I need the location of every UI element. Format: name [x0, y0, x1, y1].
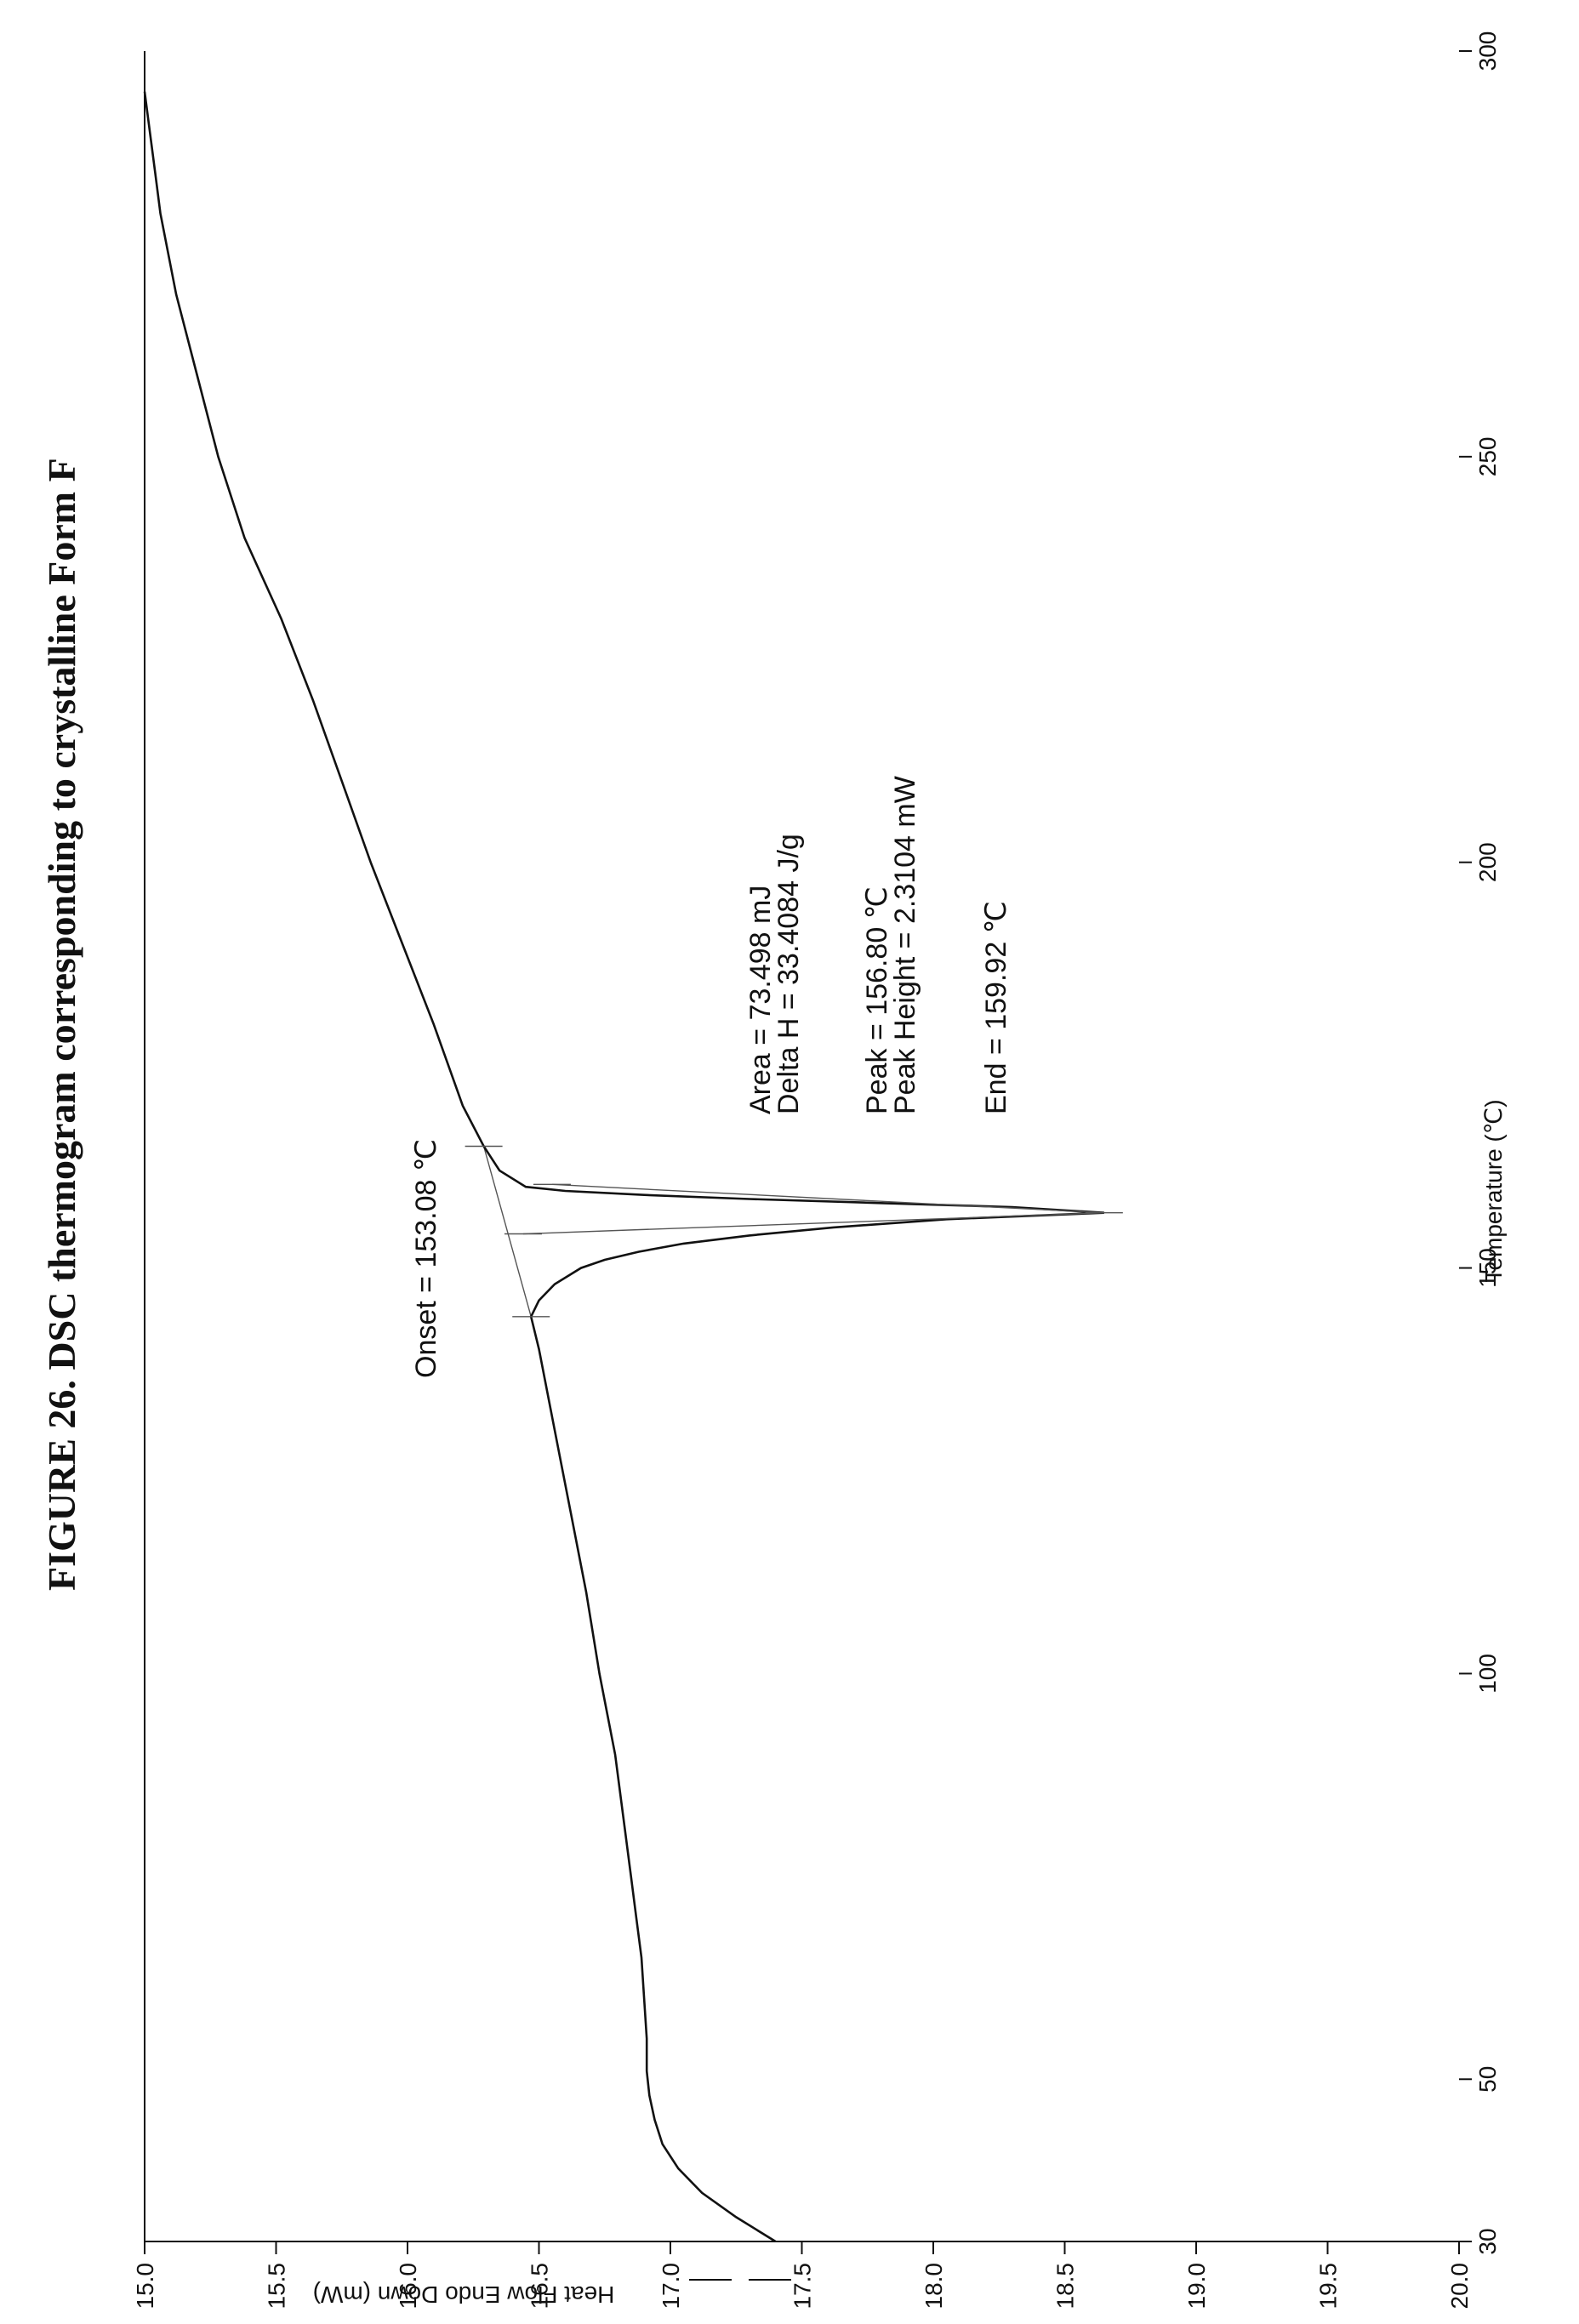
peak-end-line	[552, 1184, 1104, 1212]
baseline-line	[484, 1147, 532, 1317]
x-tick-label: 150	[1474, 1248, 1501, 1288]
x-tick-label: 50	[1474, 2066, 1501, 2093]
y-tick-label: 18.5	[1052, 2263, 1079, 2310]
annotation-end: End = 159.92 ℃	[980, 901, 1012, 1114]
annotation-onset: Onset = 153.08 ℃	[410, 1139, 442, 1378]
y-tick-label: 15.0	[132, 2263, 158, 2310]
y-tick-label: 19.5	[1315, 2263, 1342, 2310]
y-tick-label: 16.5	[527, 2263, 553, 2310]
x-tick-label: 250	[1474, 436, 1501, 476]
y-tick-label: 15.5	[264, 2263, 290, 2310]
y-tick-label: 18.0	[921, 2263, 947, 2310]
peak-height-line	[523, 1213, 1104, 1234]
annotation-delta-h: Delta H = 33.4084 J/g	[772, 834, 805, 1114]
x-tick-label: 30	[1474, 2228, 1501, 2254]
y-tick-label: 19.0	[1183, 2263, 1210, 2310]
x-tick-label: 200	[1474, 842, 1501, 882]
x-tick-label: 100	[1474, 1654, 1501, 1694]
integration-baseline	[484, 1147, 532, 1317]
x-tick-label: 300	[1474, 31, 1501, 71]
y-tick-label: 20.0	[1446, 2263, 1473, 2310]
series-group	[145, 92, 1104, 2241]
y-tick-label: 17.5	[790, 2263, 816, 2310]
figure-title: FIGURE 26. DSC thermogram corresponding …	[40, 458, 83, 1591]
y-tick-label: 17.0	[658, 2263, 684, 2310]
y-tick-label: 16.0	[395, 2263, 421, 2310]
series-line	[145, 92, 1104, 2241]
y-axis-title: Heat Flow Endo Down (mW)	[313, 2281, 615, 2308]
annotation-peak-height: Peak Height = 2.3104 mW	[889, 776, 921, 1114]
